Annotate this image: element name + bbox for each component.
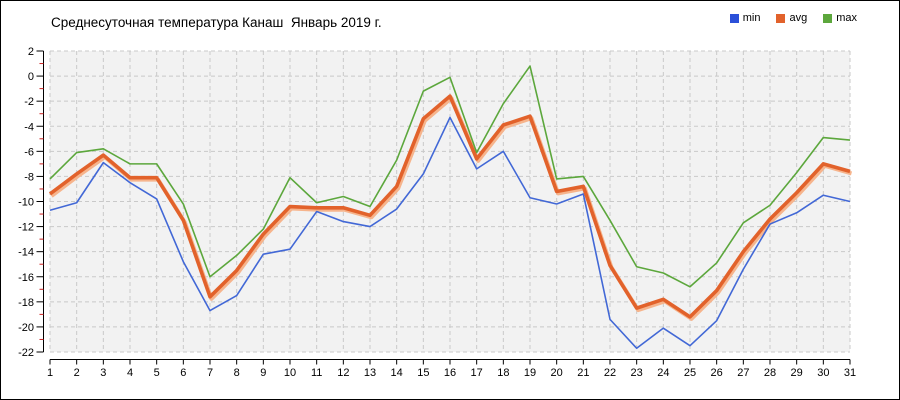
x-tick-label: 25 — [684, 367, 696, 379]
x-tick-label: 16 — [444, 367, 456, 379]
x-tick-label: 6 — [180, 367, 186, 379]
x-tick-label: 20 — [551, 367, 563, 379]
x-tick-label: 29 — [791, 367, 803, 379]
y-tick-label: 2 — [28, 46, 34, 58]
x-tick-label: 4 — [127, 367, 133, 379]
y-tick-label: 0 — [28, 71, 34, 83]
x-tick-label: 23 — [631, 367, 643, 379]
x-tick-label: 10 — [284, 367, 296, 379]
x-tick-label: 26 — [711, 367, 723, 379]
legend-item-min: min — [729, 12, 761, 24]
x-tick-label: 21 — [577, 367, 589, 379]
legend-label-min: min — [742, 12, 761, 24]
y-tick-label: -6 — [24, 146, 34, 158]
x-tick-label: 11 — [311, 367, 322, 379]
x-axis: 1 2 3 4 5 6 7 8 9 10 11 12 13 14 15 16 17 18 19 20 21 22 23 24 2… — [47, 359, 856, 379]
y-tick-label: -8 — [24, 171, 34, 183]
avg-series-swatch-icon — [776, 13, 786, 23]
y-tick-label: -14 — [18, 247, 34, 259]
x-tick-label: 5 — [154, 367, 160, 379]
y-tick-label: -2 — [24, 96, 34, 108]
x-tick-label: 14 — [391, 367, 403, 379]
x-tick-label: 17 — [471, 367, 483, 379]
legend: min avg max — [729, 12, 857, 24]
gridlines — [49, 50, 851, 353]
y-tick-label: -12 — [18, 222, 34, 234]
legend-item-avg: avg — [776, 12, 807, 24]
y-tick-label: -16 — [18, 272, 34, 284]
x-tick-label: 27 — [737, 367, 749, 379]
x-tick-label: 1 — [47, 367, 53, 379]
legend-label-max: max — [836, 12, 857, 24]
legend-label-avg: avg — [789, 12, 808, 24]
x-tick-label: 7 — [207, 367, 213, 379]
y-tick-label: -18 — [18, 297, 34, 309]
series-min-line — [49, 116, 851, 350]
x-tick-label: 8 — [234, 367, 240, 379]
y-tick-label: -4 — [24, 121, 34, 133]
x-tick-label: 18 — [497, 367, 509, 379]
y-tick-label: -20 — [18, 322, 34, 334]
x-tick-label: 24 — [657, 367, 669, 379]
x-tick-label: 30 — [817, 367, 829, 379]
min-series-swatch-icon — [729, 13, 739, 23]
x-tick-label: 13 — [364, 367, 376, 379]
chart-title: Среднесуточная температура Канаш Январь … — [51, 15, 382, 30]
x-tick-label: 15 — [417, 367, 429, 379]
legend-item-max: max — [823, 12, 857, 24]
x-tick-label: 2 — [74, 367, 80, 379]
y-tick-label: -22 — [18, 347, 34, 359]
x-tick-label: 22 — [604, 367, 616, 379]
max-series-swatch-icon — [823, 13, 833, 23]
x-tick-label: 12 — [337, 367, 349, 379]
series-max-line — [49, 65, 851, 288]
x-tick-label: 3 — [100, 367, 106, 379]
x-tick-label: 28 — [764, 367, 776, 379]
x-tick-label: 31 — [844, 367, 856, 379]
series-avg-line — [48, 94, 851, 319]
y-axis: 2 0 -2 -4 -6 -8 -10 -12 -14 -16 -18 -20 -22 — [18, 46, 44, 359]
y-tick-label: -10 — [18, 197, 34, 209]
x-tick-label: 9 — [260, 367, 266, 379]
x-tick-label: 19 — [524, 367, 536, 379]
